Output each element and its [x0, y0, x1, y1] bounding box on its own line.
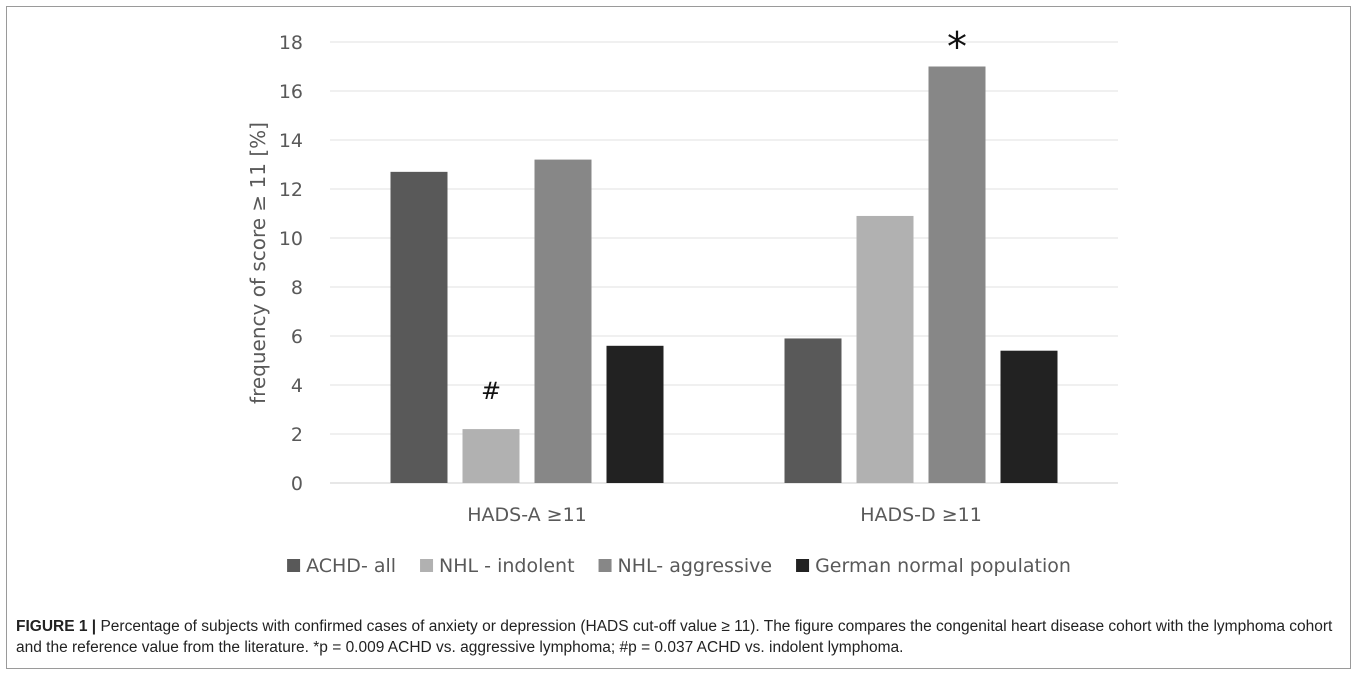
- bar: [856, 215, 914, 483]
- bar: [928, 66, 986, 483]
- legend-swatch: [598, 559, 612, 572]
- legend-label: German normal population: [815, 555, 1071, 577]
- y-tick-label: 10: [279, 228, 303, 250]
- y-tick-label: 2: [291, 424, 303, 446]
- legend-label: NHL - indolent: [439, 555, 575, 577]
- significance-marker: #: [481, 377, 501, 405]
- y-tick-label: 4: [291, 375, 303, 397]
- bar: [1000, 350, 1058, 483]
- legend-label: ACHD- all: [306, 555, 396, 577]
- y-tick-label: 16: [279, 81, 303, 103]
- bar: [784, 338, 842, 483]
- y-tick-label: 6: [291, 326, 303, 348]
- y-tick-label: 14: [279, 130, 303, 152]
- significance-marker: *: [947, 25, 967, 71]
- x-category-label: HADS-A ≥11: [467, 504, 587, 526]
- figure-caption: FIGURE 1 | Percentage of subjects with c…: [16, 616, 1341, 658]
- y-tick-label: 18: [279, 32, 303, 54]
- legend-swatch: [796, 559, 810, 572]
- x-category-label: HADS-D ≥11: [860, 504, 982, 526]
- bar: [390, 171, 448, 483]
- y-tick-label: 12: [279, 179, 303, 201]
- legend-label: NHL- aggressive: [618, 555, 773, 577]
- caption-lead: FIGURE 1 |: [16, 618, 97, 635]
- bar: [534, 159, 592, 483]
- bars: [390, 66, 1058, 483]
- x-axis-categories: HADS-A ≥11 HADS-D ≥11: [467, 504, 982, 526]
- annotations: #*: [481, 25, 967, 406]
- caption-text: Percentage of subjects with confirmed ca…: [16, 618, 1333, 656]
- legend-swatch: [287, 559, 301, 572]
- legend: ACHD- all NHL - indolent NHL- aggressive Ge…: [287, 555, 1071, 577]
- y-tick-label: 8: [291, 277, 303, 299]
- bar: [462, 429, 520, 483]
- legend-swatch: [420, 559, 434, 572]
- gridlines: [330, 41, 1118, 484]
- y-axis-label: frequency of score ≥ 11 [%]: [246, 122, 270, 404]
- bar: [606, 345, 664, 483]
- y-tick-label: 0: [291, 473, 303, 495]
- figure-frame: [6, 6, 1351, 669]
- y-axis-ticks: 0 2 4 6 8 10 12 14 16 18: [279, 32, 303, 495]
